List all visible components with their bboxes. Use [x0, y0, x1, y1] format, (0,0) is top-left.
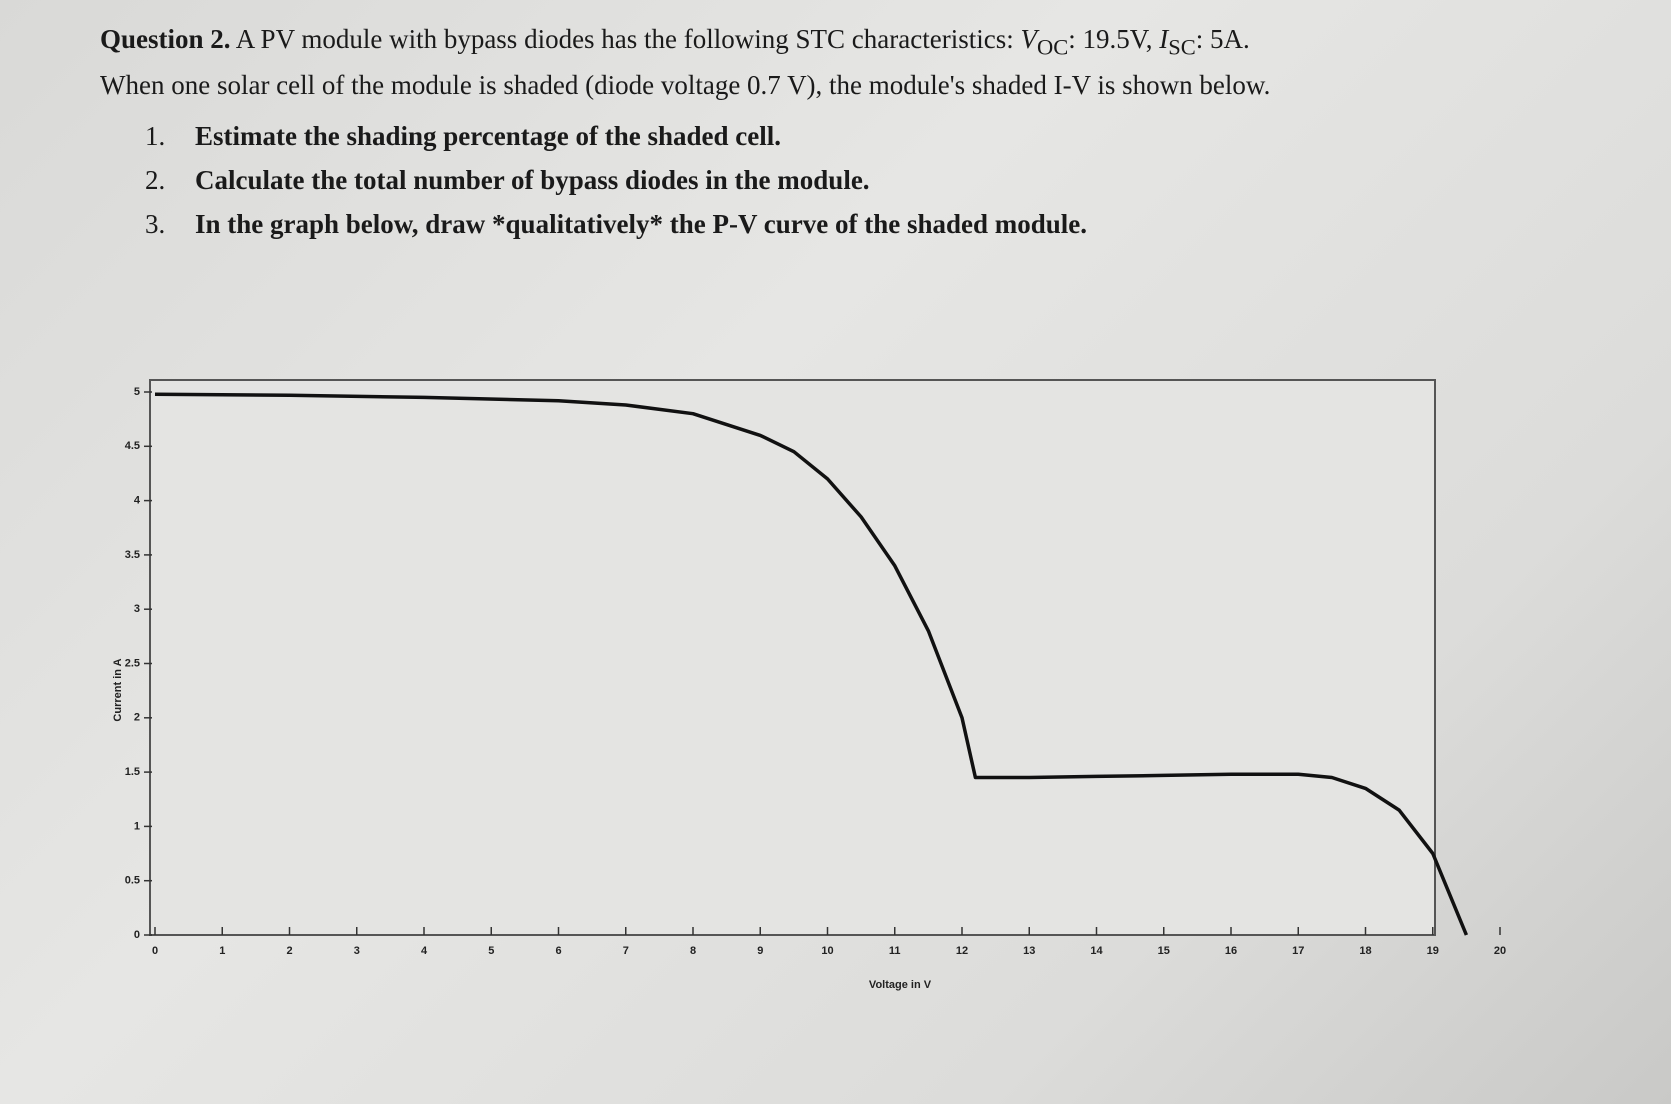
task-text: In the graph below, draw *qualitatively*…	[195, 209, 1088, 240]
isc-sub: SC	[1168, 34, 1196, 60]
x-tick-label: 16	[1225, 945, 1237, 957]
x-tick-label: 10	[821, 945, 833, 957]
iv-curve	[154, 392, 1469, 936]
task-text: Estimate the shading percentage of the s…	[195, 121, 781, 152]
x-tick-label: 9	[757, 945, 763, 957]
x-tick-label: 12	[956, 945, 968, 957]
x-tick-label: 14	[1090, 945, 1103, 957]
y-tick-label: 1.5	[125, 766, 140, 778]
y-axis-label: Current in A	[112, 658, 124, 721]
x-tick-label: 7	[623, 945, 629, 957]
x-tick-label: 13	[1023, 945, 1035, 957]
voc-value: : 19.5V,	[1068, 24, 1160, 54]
task-number: 2.	[145, 165, 166, 196]
y-tick-label: 5	[134, 386, 140, 398]
task-number: 1.	[145, 121, 166, 152]
question-label: Question 2.	[100, 24, 231, 54]
task: 3. In the graph below, draw *qualitativel…	[145, 202, 1560, 246]
x-tick-label: 19	[1427, 945, 1439, 957]
plot-frame	[149, 379, 1436, 936]
y-tick-label: 0.5	[125, 875, 140, 887]
task: 2. Calculate the total number of bypass d…	[145, 158, 1560, 202]
context-text: When one solar cell of the module is sha…	[100, 70, 1271, 101]
x-tick-label: 15	[1158, 945, 1170, 957]
x-tick-label: 1	[219, 945, 225, 957]
y-tick-label: 3.5	[125, 549, 140, 561]
y-tick-label: 1	[134, 820, 140, 832]
x-tick-label: 3	[354, 945, 360, 957]
intro-text: A PV module with bypass diodes has the f…	[235, 24, 1014, 54]
y-tick-label: 2.5	[125, 657, 140, 669]
isc-symbol: I	[1159, 24, 1169, 54]
voc-symbol: V	[1020, 24, 1037, 54]
question-intro: Question 2. A PV module with bypass diod…	[100, 20, 1560, 66]
isc-value: : 5A.	[1195, 24, 1250, 54]
task-list: 1. Estimate the shading percentage of the…	[145, 114, 1560, 246]
x-tick-label: 17	[1292, 945, 1304, 957]
y-tick-label: 2	[134, 712, 140, 724]
y-tick-label: 4	[134, 495, 141, 507]
x-tick-label: 0	[152, 945, 158, 957]
x-tick-label: 2	[286, 945, 292, 957]
task-number: 3.	[145, 209, 166, 240]
y-tick-label: 0	[134, 929, 140, 941]
x-tick-label: 11	[889, 945, 901, 957]
x-tick-label: 18	[1359, 945, 1371, 957]
question-block: Question 2. A PV module with bypass diod…	[100, 20, 1560, 246]
voc-sub: OC	[1036, 34, 1069, 60]
x-tick-label: 6	[555, 945, 561, 957]
y-tick-label: 3	[134, 603, 140, 615]
task: 1. Estimate the shading percentage of the…	[145, 114, 1560, 158]
x-tick-label: 20	[1494, 945, 1506, 957]
x-tick-label: 8	[690, 945, 696, 957]
x-axis-label: Voltage in V	[869, 979, 932, 991]
x-tick-label: 4	[421, 945, 428, 957]
x-tick-label: 5	[488, 945, 494, 957]
y-tick-label: 4.5	[125, 440, 140, 452]
task-text: Calculate the total number of bypass dio…	[195, 165, 870, 196]
